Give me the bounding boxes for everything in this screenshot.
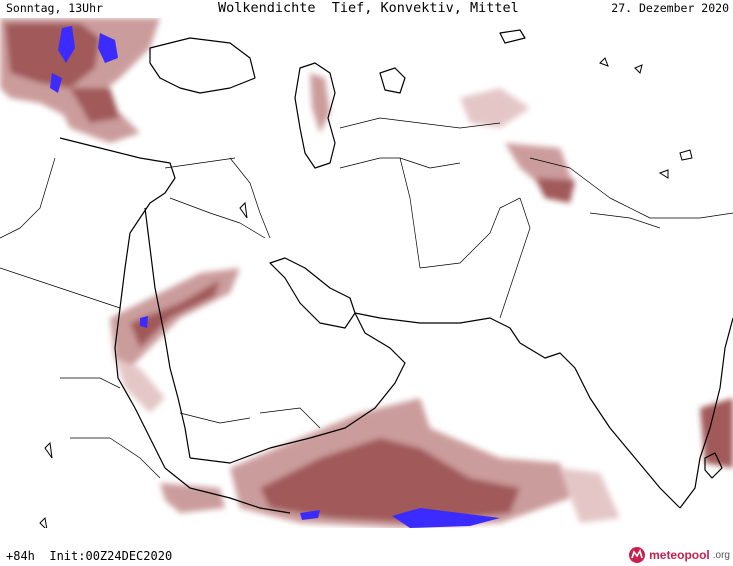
- lake-2: [634, 64, 643, 74]
- balkhash-lake-coast: [499, 29, 526, 44]
- border-afghanistan-pakistan: [419, 197, 521, 269]
- aral-sea-coast: [379, 67, 406, 94]
- border-saudi-iraq: [169, 197, 266, 239]
- border-north-africa: [0, 157, 56, 239]
- convective-area-north-3: [50, 73, 62, 93]
- map-title: Wolkendichte Tief, Konvektiv, Mittel: [218, 0, 519, 16]
- cloud-area-west-coast: [115, 358, 165, 413]
- border-saudi-yemen: [179, 412, 251, 424]
- iran-south-coast: [354, 312, 521, 344]
- border-turkey-syria: [164, 157, 236, 169]
- arabia-south-coast: [189, 312, 406, 464]
- cloud-fields: [0, 18, 733, 528]
- border-iran-afghanistan: [399, 157, 421, 269]
- meteopool-logo-name: meteopool: [649, 548, 710, 562]
- border-ethiopia: [70, 437, 161, 479]
- lake-1: [599, 57, 609, 67]
- india-west-coast: [519, 342, 681, 509]
- cloud-area-bay-of-bengal: [700, 398, 733, 468]
- black-sea-coast: [149, 37, 256, 94]
- convective-areas: [50, 26, 500, 528]
- country-borders: [0, 117, 733, 479]
- border-turkmen: [339, 157, 461, 169]
- lake-3: [679, 149, 693, 161]
- border-egypt-libya: [0, 267, 121, 309]
- cloud-area-caspian: [310, 73, 330, 133]
- convective-area-north-1: [58, 26, 75, 63]
- meteopool-logo-icon: [629, 547, 646, 563]
- red-sea-west-coast: [114, 232, 166, 469]
- cloud-area-nw-core: [5, 23, 100, 88]
- cloud-area-red-sea: [110, 268, 240, 368]
- caspian-sea-coast: [294, 62, 336, 169]
- small-water-bodies: [39, 57, 693, 528]
- convective-area-north-2: [98, 33, 118, 63]
- border-pakistan-india: [499, 197, 531, 319]
- india-east-coast: [679, 317, 733, 509]
- cloud-area-central-asia: [460, 88, 530, 128]
- coastlines: [59, 29, 733, 514]
- cloud-area-south-light: [560, 468, 620, 523]
- border-kazakh: [339, 117, 501, 129]
- lake-7: [39, 516, 48, 528]
- meteopool-logo-tld: .org: [712, 549, 730, 561]
- lake-6: [44, 441, 53, 459]
- convective-area-red-sea: [140, 316, 148, 328]
- cloud-area-gulf-aden: [160, 483, 225, 513]
- lake-4: [658, 169, 669, 179]
- valid-time-label: Sonntag, 13Uhr: [6, 1, 103, 15]
- model-run-label: +84h Init:00Z24DEC2020: [6, 549, 173, 563]
- border-sudan: [60, 377, 121, 389]
- red-sea-east-coast: [144, 207, 191, 459]
- cloud-area-nw-india: [535, 178, 575, 203]
- cloud-area-turkey-coast: [60, 108, 140, 143]
- cloud-area-red-sea-core: [130, 280, 220, 348]
- horn-of-africa-coast: [164, 467, 291, 514]
- lake-5: [239, 201, 248, 219]
- cloud-area-arabian-sea-core: [260, 438, 520, 523]
- sri-lanka-coast: [704, 452, 723, 479]
- meteopool-logo[interactable]: meteopool .org: [628, 545, 730, 565]
- valid-date-label: 27. Dezember 2020: [611, 1, 729, 15]
- convective-area-south-2: [300, 510, 320, 520]
- border-nepal: [589, 212, 661, 229]
- cloud-area-aegean: [70, 88, 120, 123]
- border-iraq-iran: [229, 157, 271, 239]
- border-oman-yemen: [259, 407, 321, 429]
- border-china: [529, 157, 733, 219]
- cloud-density-map[interactable]: [0, 18, 733, 528]
- persian-gulf-coast: [269, 257, 356, 329]
- mediterranean-coast: [59, 137, 176, 234]
- convective-area-south: [392, 508, 500, 528]
